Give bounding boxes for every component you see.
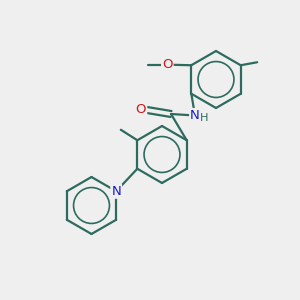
Text: O: O	[162, 58, 172, 71]
Text: N: N	[190, 109, 200, 122]
Text: O: O	[136, 103, 146, 116]
Text: N: N	[111, 185, 121, 198]
Text: H: H	[200, 113, 209, 124]
